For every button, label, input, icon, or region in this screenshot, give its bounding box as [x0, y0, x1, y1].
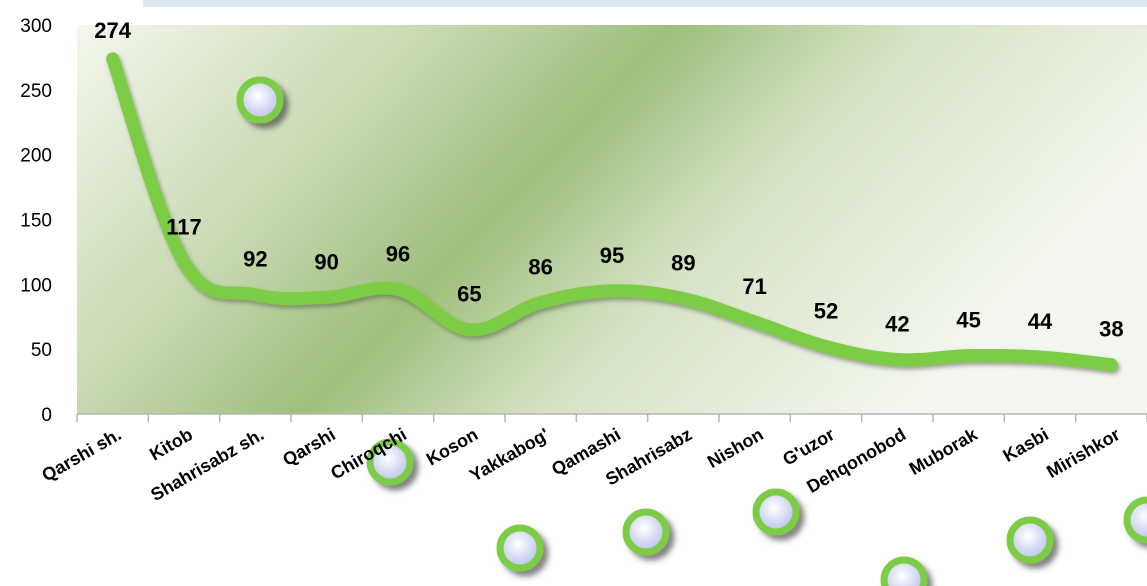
y-tick-label: 100: [20, 275, 52, 296]
data-label: 274: [94, 18, 131, 43]
data-point: [111, 57, 114, 60]
data-label: 45: [956, 308, 980, 333]
x-tick-label: Qarshi: [279, 424, 338, 470]
data-label: 42: [885, 312, 909, 337]
data-label: 92: [243, 247, 267, 272]
bubble-icon: [622, 508, 670, 556]
x-tick-label: G'uzor: [779, 424, 838, 469]
data-label: 89: [671, 251, 695, 276]
data-label: 71: [742, 274, 766, 299]
y-tick-label: 50: [31, 340, 52, 361]
decorative-bubbles: [236, 76, 1147, 586]
data-point: [753, 320, 756, 323]
data-point: [825, 345, 827, 348]
data-point: [468, 328, 471, 331]
data-point: [682, 297, 685, 300]
data-point: [254, 293, 257, 296]
data-label: 65: [457, 282, 481, 307]
data-label: 86: [528, 254, 552, 279]
y-tick-label: 150: [20, 211, 52, 232]
data-point: [183, 261, 185, 264]
y-tick-label: 200: [20, 146, 52, 167]
data-point: [325, 296, 328, 299]
bubble-icon: [236, 76, 284, 124]
data-series: [106, 52, 1118, 372]
x-tick-label: Yakkabog': [466, 424, 552, 485]
x-tick-label: Koson: [423, 424, 481, 469]
bubble-icon: [1123, 496, 1147, 544]
data-label: 38: [1099, 317, 1123, 342]
data-point: [397, 288, 399, 291]
x-tick-label: Mirishkor: [1043, 424, 1123, 482]
data-point: [896, 358, 899, 361]
data-label: 52: [814, 299, 838, 324]
bubble-icon: [752, 488, 800, 536]
y-tick-label: 250: [20, 81, 52, 102]
data-point: [1110, 363, 1113, 366]
data-point: [967, 354, 970, 357]
data-point: [539, 301, 542, 304]
data-point: [611, 289, 613, 292]
x-tick-label: Kitob: [146, 424, 196, 464]
x-tick-label: Qarshi sh.: [38, 424, 124, 485]
data-labels: 274 117 92 90 96 65 86 95 89 71 52 42 45 44 38: [94, 18, 1123, 342]
data-label: 44: [1028, 309, 1053, 334]
y-axis: 0 50 100 150 200 250 300: [20, 16, 52, 426]
y-tick-label: 300: [20, 16, 52, 37]
bubble-icon: [366, 438, 414, 486]
data-label: 95: [600, 243, 624, 268]
data-label: 90: [314, 249, 338, 274]
bubble-icon: [496, 524, 544, 572]
y-tick-label: 0: [41, 405, 52, 426]
top-band: [143, 0, 1147, 7]
data-label: 117: [166, 214, 202, 239]
bubble-icon: [880, 556, 928, 586]
x-tick-label: Nishon: [704, 424, 767, 472]
series-line: [106, 52, 1118, 372]
data-point: [1039, 355, 1041, 358]
bubble-icon: [1006, 516, 1054, 564]
data-label: 96: [386, 242, 410, 267]
x-tick-label: Kasbi: [1000, 424, 1052, 466]
x-tick-label: Muborak: [906, 424, 982, 479]
